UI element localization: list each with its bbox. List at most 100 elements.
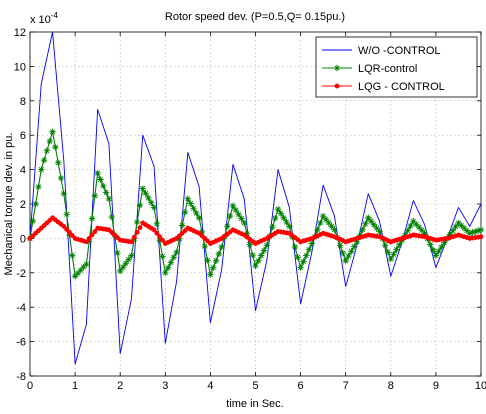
y-exponent-label: x 10-4 xyxy=(30,11,58,26)
legend-label-lqr-control: LQR-control xyxy=(358,63,417,75)
data-point-lqr-control xyxy=(463,227,471,234)
data-point-lqr-control xyxy=(153,220,161,227)
data-point-lqg-control xyxy=(64,226,70,232)
data-point-lqr-control xyxy=(114,249,121,257)
data-point-lqr-control xyxy=(193,209,200,217)
data-point-lqr-control xyxy=(353,238,361,246)
data-point-lqr-control xyxy=(159,253,166,260)
x-tick-label: 5 xyxy=(252,380,258,392)
legend-marker-lqg-control xyxy=(334,83,340,89)
data-point-lqr-control xyxy=(283,218,290,226)
x-tick-label: 9 xyxy=(433,380,439,392)
y-tick-label: 12 xyxy=(14,27,26,39)
data-point-lqr-control xyxy=(43,147,51,154)
data-point-lqr-control xyxy=(274,205,282,213)
data-point-lqr-control xyxy=(148,199,155,206)
data-point-lqr-control xyxy=(80,264,87,271)
data-point-lqr-control xyxy=(94,169,101,177)
data-point-lqg-control xyxy=(92,229,98,234)
data-point-lqr-control xyxy=(63,211,70,218)
data-point-lqg-control xyxy=(86,235,92,241)
data-point-lqr-control xyxy=(359,226,366,233)
data-point-lqr-control xyxy=(91,192,99,200)
data-point-lqr-control xyxy=(376,228,383,235)
legend-item-lqr-control: LQR-control xyxy=(322,63,417,75)
data-point-lqg-control xyxy=(134,229,140,235)
data-point-lqr-control xyxy=(474,227,482,234)
x-tick-label: 7 xyxy=(343,380,349,392)
data-point-lqg-control xyxy=(157,234,163,240)
y-tick-label: 10 xyxy=(14,61,26,73)
data-point-lqr-control xyxy=(381,242,389,249)
data-point-lqr-control xyxy=(139,185,146,192)
data-point-lqr-control xyxy=(441,239,448,246)
legend-label-w-o-control: W/O -CONTROL xyxy=(358,45,441,57)
data-point-lqr-control xyxy=(241,219,248,227)
data-point-lqr-control xyxy=(125,256,132,263)
data-point-lqr-control xyxy=(407,222,414,230)
data-point-lqr-control xyxy=(291,243,299,251)
data-point-lqr-control xyxy=(477,226,485,233)
data-point-lqr-control xyxy=(404,227,411,234)
data-point-lqr-control xyxy=(215,250,223,258)
data-point-lqr-control xyxy=(348,248,355,255)
data-point-lqr-control xyxy=(435,248,442,255)
data-point-lqr-control xyxy=(387,255,394,263)
data-point-lqr-control xyxy=(49,128,56,135)
data-point-lqr-control xyxy=(314,226,321,233)
data-point-lqr-control xyxy=(195,214,203,221)
y-tick-label: -2 xyxy=(16,268,26,280)
data-point-lqr-control xyxy=(319,212,327,220)
data-point-lqr-control xyxy=(187,200,194,207)
data-point-lqr-control xyxy=(207,271,214,278)
data-point-lqr-control xyxy=(201,242,208,250)
legend-box xyxy=(315,36,478,98)
x-tick-label: 6 xyxy=(298,380,304,392)
data-point-lqr-control xyxy=(190,205,197,212)
y-tick-label: 4 xyxy=(20,165,26,177)
data-point-lqr-control xyxy=(410,218,417,225)
data-point-lqr-control xyxy=(370,221,378,228)
data-point-lqr-control xyxy=(339,249,347,257)
data-point-lqr-control xyxy=(83,261,90,268)
data-point-lqr-control xyxy=(66,231,73,239)
data-point-lqr-control xyxy=(272,214,279,222)
data-point-lqr-control xyxy=(150,204,158,211)
data-point-lqr-control xyxy=(252,262,259,270)
y-tick-label: -8 xyxy=(16,371,26,383)
data-point-lqr-control xyxy=(179,222,186,229)
data-point-lqr-control xyxy=(449,227,457,234)
data-point-lqg-control xyxy=(69,232,75,238)
data-point-lqr-control xyxy=(156,236,163,244)
data-point-lqr-control xyxy=(170,254,177,261)
series-line-w-o-control xyxy=(29,31,482,365)
data-point-lqg-control xyxy=(129,239,134,245)
data-point-lqr-control xyxy=(257,252,265,259)
data-point-lqr-control xyxy=(452,223,459,230)
data-point-lqg-control xyxy=(89,232,95,238)
data-point-lqr-control xyxy=(322,216,330,223)
data-point-lqr-control xyxy=(345,252,352,260)
data-point-lqr-control xyxy=(60,190,68,197)
y-tick-label: 2 xyxy=(20,199,26,211)
data-point-lqr-control xyxy=(238,215,245,222)
data-point-lqr-control xyxy=(396,241,403,249)
data-point-lqr-control xyxy=(136,202,144,209)
legend: W/O -CONTROL LQR-control LQG - CONTROL xyxy=(315,36,478,98)
data-point-lqr-control xyxy=(97,176,104,183)
data-point-lqr-control xyxy=(128,252,135,259)
data-point-lqr-control xyxy=(38,166,45,173)
data-point-lqr-control xyxy=(308,240,316,247)
x-tick-label: 1 xyxy=(72,380,78,392)
data-point-lqr-control xyxy=(415,224,423,231)
data-point-lqr-control xyxy=(184,195,192,203)
data-point-lqr-control xyxy=(102,189,110,196)
y-axis-label: Mechanical torque dev. in pu. xyxy=(3,133,15,276)
data-point-lqr-control xyxy=(466,230,473,237)
data-point-lqr-control xyxy=(438,243,445,251)
data-point-lqr-control xyxy=(232,206,239,214)
data-point-lqr-control xyxy=(164,264,172,271)
data-point-lqr-control xyxy=(294,254,301,261)
data-point-lqr-control xyxy=(367,218,375,225)
